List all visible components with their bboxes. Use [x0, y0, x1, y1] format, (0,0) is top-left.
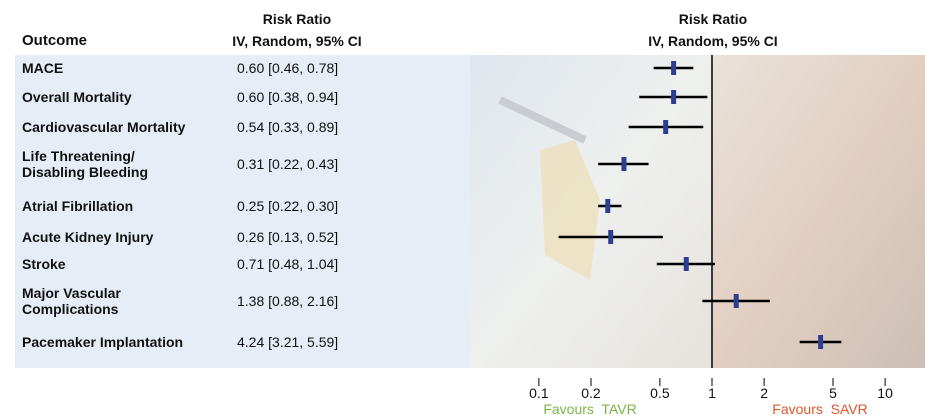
x-tick-label: 2: [760, 385, 768, 401]
favours-right: Favours SAVR: [772, 401, 867, 417]
outcome-header: Outcome: [22, 33, 87, 49]
point-estimate: [663, 120, 668, 134]
outcome-label: MACE: [22, 60, 63, 76]
estimate-label: 4.24 [3.21, 5.59]: [237, 334, 338, 350]
chart: Outcome Risk Ratio IV, Random, 95% CI Ri…: [0, 0, 925, 419]
photo-right: [713, 55, 925, 368]
chart-canvas: [0, 0, 925, 419]
outcome-label: Cardiovascular Mortality: [22, 119, 185, 135]
x-tick-label: 0.5: [650, 385, 669, 401]
point-estimate: [818, 335, 823, 349]
plot-header-title: Risk Ratio: [679, 11, 747, 27]
x-tick-label: 1: [708, 385, 716, 401]
outcome-label: Atrial Fibrillation: [22, 198, 133, 214]
plot-header-subtitle: IV, Random, 95% CI: [648, 33, 777, 49]
point-estimate: [671, 61, 676, 75]
estimate-label: 0.60 [0.46, 0.78]: [237, 60, 338, 76]
point-estimate: [684, 257, 689, 271]
estimate-header-subtitle: IV, Random, 95% CI: [232, 33, 361, 49]
estimate-label: 0.26 [0.13, 0.52]: [237, 229, 338, 245]
x-tick-label: 5: [829, 385, 837, 401]
point-estimate: [605, 199, 610, 213]
x-tick-label: 10: [877, 385, 893, 401]
estimate-label: 1.38 [0.88, 2.16]: [237, 293, 338, 309]
point-estimate: [608, 230, 613, 244]
point-estimate: [621, 157, 626, 171]
point-estimate: [734, 294, 739, 308]
outcome-label: Pacemaker Implantation: [22, 334, 183, 350]
outcome-label: Life Threatening/ Disabling Bleeding: [22, 148, 148, 180]
estimate-label: 0.54 [0.33, 0.89]: [237, 119, 338, 135]
favours-left: Favours TAVR: [543, 401, 636, 417]
x-tick-label: 0.2: [581, 385, 600, 401]
outcome-label: Acute Kidney Injury: [22, 229, 153, 245]
point-estimate: [671, 90, 676, 104]
outcome-label: Major Vascular Complications: [22, 285, 121, 317]
outcome-label: Stroke: [22, 256, 66, 272]
estimate-label: 0.60 [0.38, 0.94]: [237, 89, 338, 105]
outcome-label: Overall Mortality: [22, 89, 132, 105]
estimate-label: 0.25 [0.22, 0.30]: [237, 198, 338, 214]
estimate-label: 0.71 [0.48, 1.04]: [237, 256, 338, 272]
estimate-header-title: Risk Ratio: [263, 11, 331, 27]
estimate-label: 0.31 [0.22, 0.43]: [237, 156, 338, 172]
x-tick-label: 0.1: [529, 385, 548, 401]
